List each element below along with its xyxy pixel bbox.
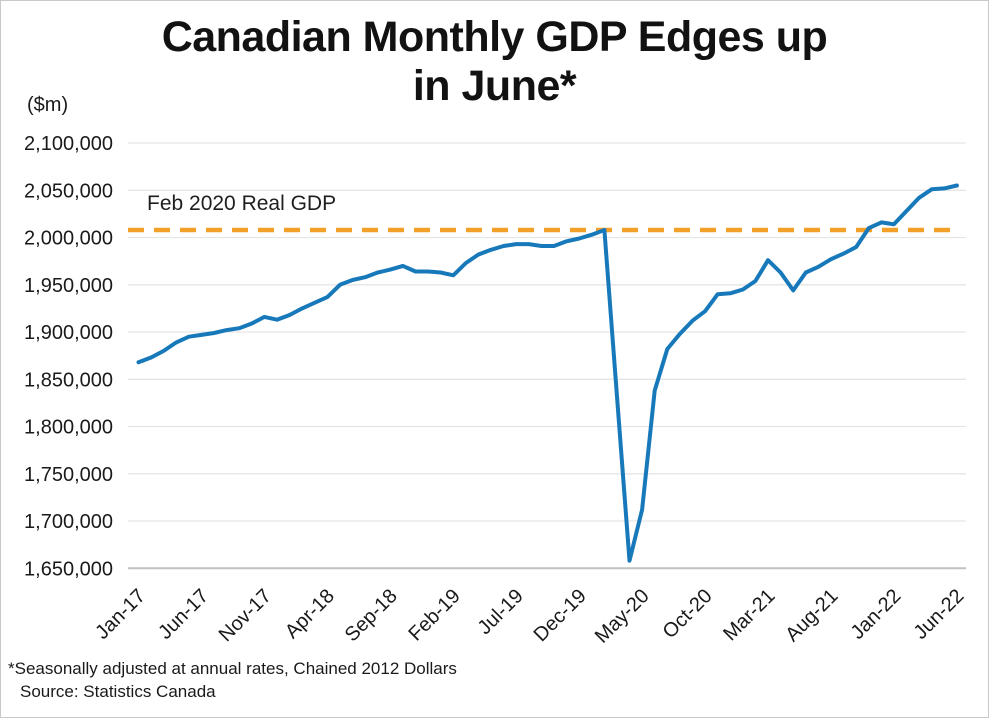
y-tick-label: 2,000,000 [24,228,113,250]
y-tick-label: 1,700,000 [24,511,113,533]
y-tick-label: 1,750,000 [24,464,113,486]
x-tick-label: May-20 [591,585,654,648]
x-tick-label: Jan-17 [91,585,150,644]
footnote: *Seasonally adjusted at annual rates, Ch… [8,659,457,678]
x-tick-label: Feb-19 [404,585,464,645]
reference-line-label: Feb 2020 Real GDP [147,192,337,215]
y-tick-label: 1,950,000 [24,275,113,297]
gdp-line [136,183,959,563]
x-tick-label: Jul-19 [474,585,528,639]
y-tick-label: 1,900,000 [24,322,113,344]
x-tick-label: Jun-22 [910,585,969,644]
x-tick-label: Aug-21 [781,585,842,646]
x-tick-label: Mar-21 [719,585,779,645]
x-tick-label: Dec-19 [530,585,591,646]
y-axis-unit-label: ($m) [27,94,69,116]
source-note: Source: Statistics Canada [20,682,216,701]
y-tick-label: 2,100,000 [24,133,113,155]
y-tick-label: 2,050,000 [24,180,113,202]
x-tick-label: Oct-20 [659,585,717,643]
x-tick-label: Sep-18 [341,585,402,646]
chart-title-line1: Canadian Monthly GDP Edges up [161,13,828,61]
y-tick-label: 1,650,000 [24,558,113,580]
x-tick-label: Jun-17 [154,585,213,644]
chart-title: Canadian Monthly GDP Edges up in June* [1,13,988,112]
y-tick-label: 1,800,000 [24,417,113,439]
x-tick-label: Apr-18 [281,585,339,643]
x-tick-label: Nov-17 [215,585,276,646]
y-tick-label: 1,850,000 [24,369,113,391]
x-tick-label: Jan-22 [847,585,906,644]
chart-title-line2: in June* [412,62,577,111]
